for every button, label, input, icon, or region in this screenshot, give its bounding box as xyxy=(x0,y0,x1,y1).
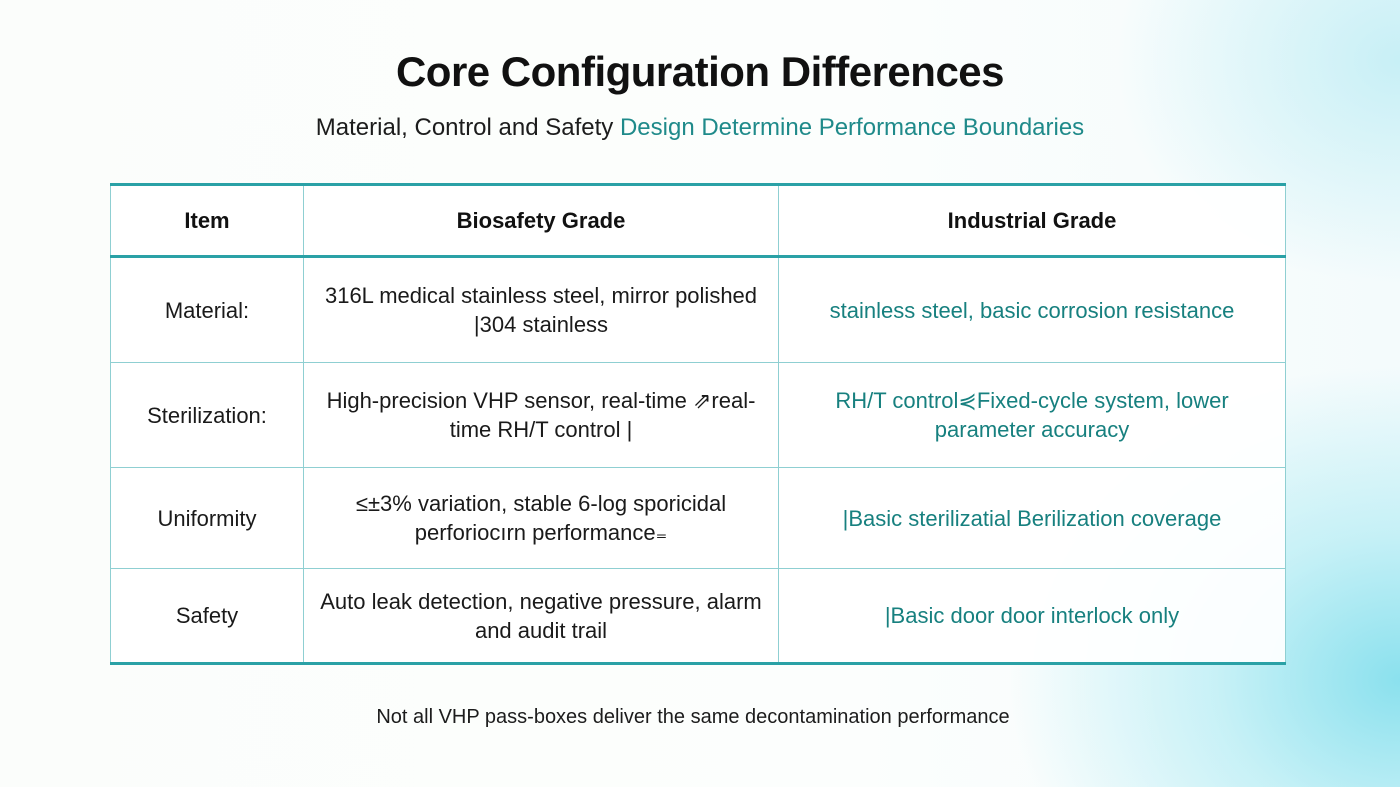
table-row: Safety Auto leak detection, negative pre… xyxy=(110,568,1286,664)
header-industrial-grade: Industrial Grade xyxy=(778,184,1286,258)
row-item-safety: Safety xyxy=(110,568,304,664)
subtitle-part-1: Material, Control and Safety xyxy=(315,114,620,141)
biosafety-cell: Auto leak detection, negative pressure, … xyxy=(303,568,779,664)
industrial-cell: stainless steel, basic corrosion resista… xyxy=(778,256,1286,363)
header-biosafety-grade: Biosafety Grade xyxy=(303,184,779,258)
row-item-uniformity: Uniformity xyxy=(110,467,304,569)
comparison-table: Item Biosafety Grade Industrial Grade Ma… xyxy=(110,183,1286,665)
page-title: Core Configuration Differences xyxy=(395,48,1005,95)
comparison-table-container: Item Biosafety Grade Industrial Grade Ma… xyxy=(110,183,1286,665)
table-row: Sterilization: High-precision VHP sensor… xyxy=(110,362,1286,468)
biosafety-cell: ≤±3% variation, stable 6-log sporicidal … xyxy=(303,467,779,569)
table-row: Uniformity ≤±3% variation, stable 6-log … xyxy=(110,467,1286,569)
industrial-cell: |Basic sterilizatial Berilization covera… xyxy=(778,467,1286,569)
industrial-cell: RH/T control⋞Fixed-cycle system, lower p… xyxy=(778,362,1286,468)
row-item-material: Material: xyxy=(110,256,304,363)
subtitle: Material, Control and Safety Design Dete… xyxy=(0,114,1400,142)
table-row: Material: 316L medical stainless steel, … xyxy=(110,256,1286,363)
industrial-cell: |Basic door door interlock only xyxy=(778,568,1286,664)
header-item: Item xyxy=(110,184,304,258)
biosafety-cell: High-precision VHP sensor, real-time ⇗re… xyxy=(303,362,779,468)
footnote: Not all VHP pass-boxes deliver the same … xyxy=(376,706,1010,728)
row-item-sterilization: Sterilization: xyxy=(110,362,304,468)
table-header-row: Item Biosafety Grade Industrial Grade xyxy=(110,184,1286,258)
subtitle-part-2-accent: Design Determine Performance Boundaries xyxy=(619,114,1085,141)
biosafety-cell: 316L medical stainless steel, mirror pol… xyxy=(303,256,779,363)
